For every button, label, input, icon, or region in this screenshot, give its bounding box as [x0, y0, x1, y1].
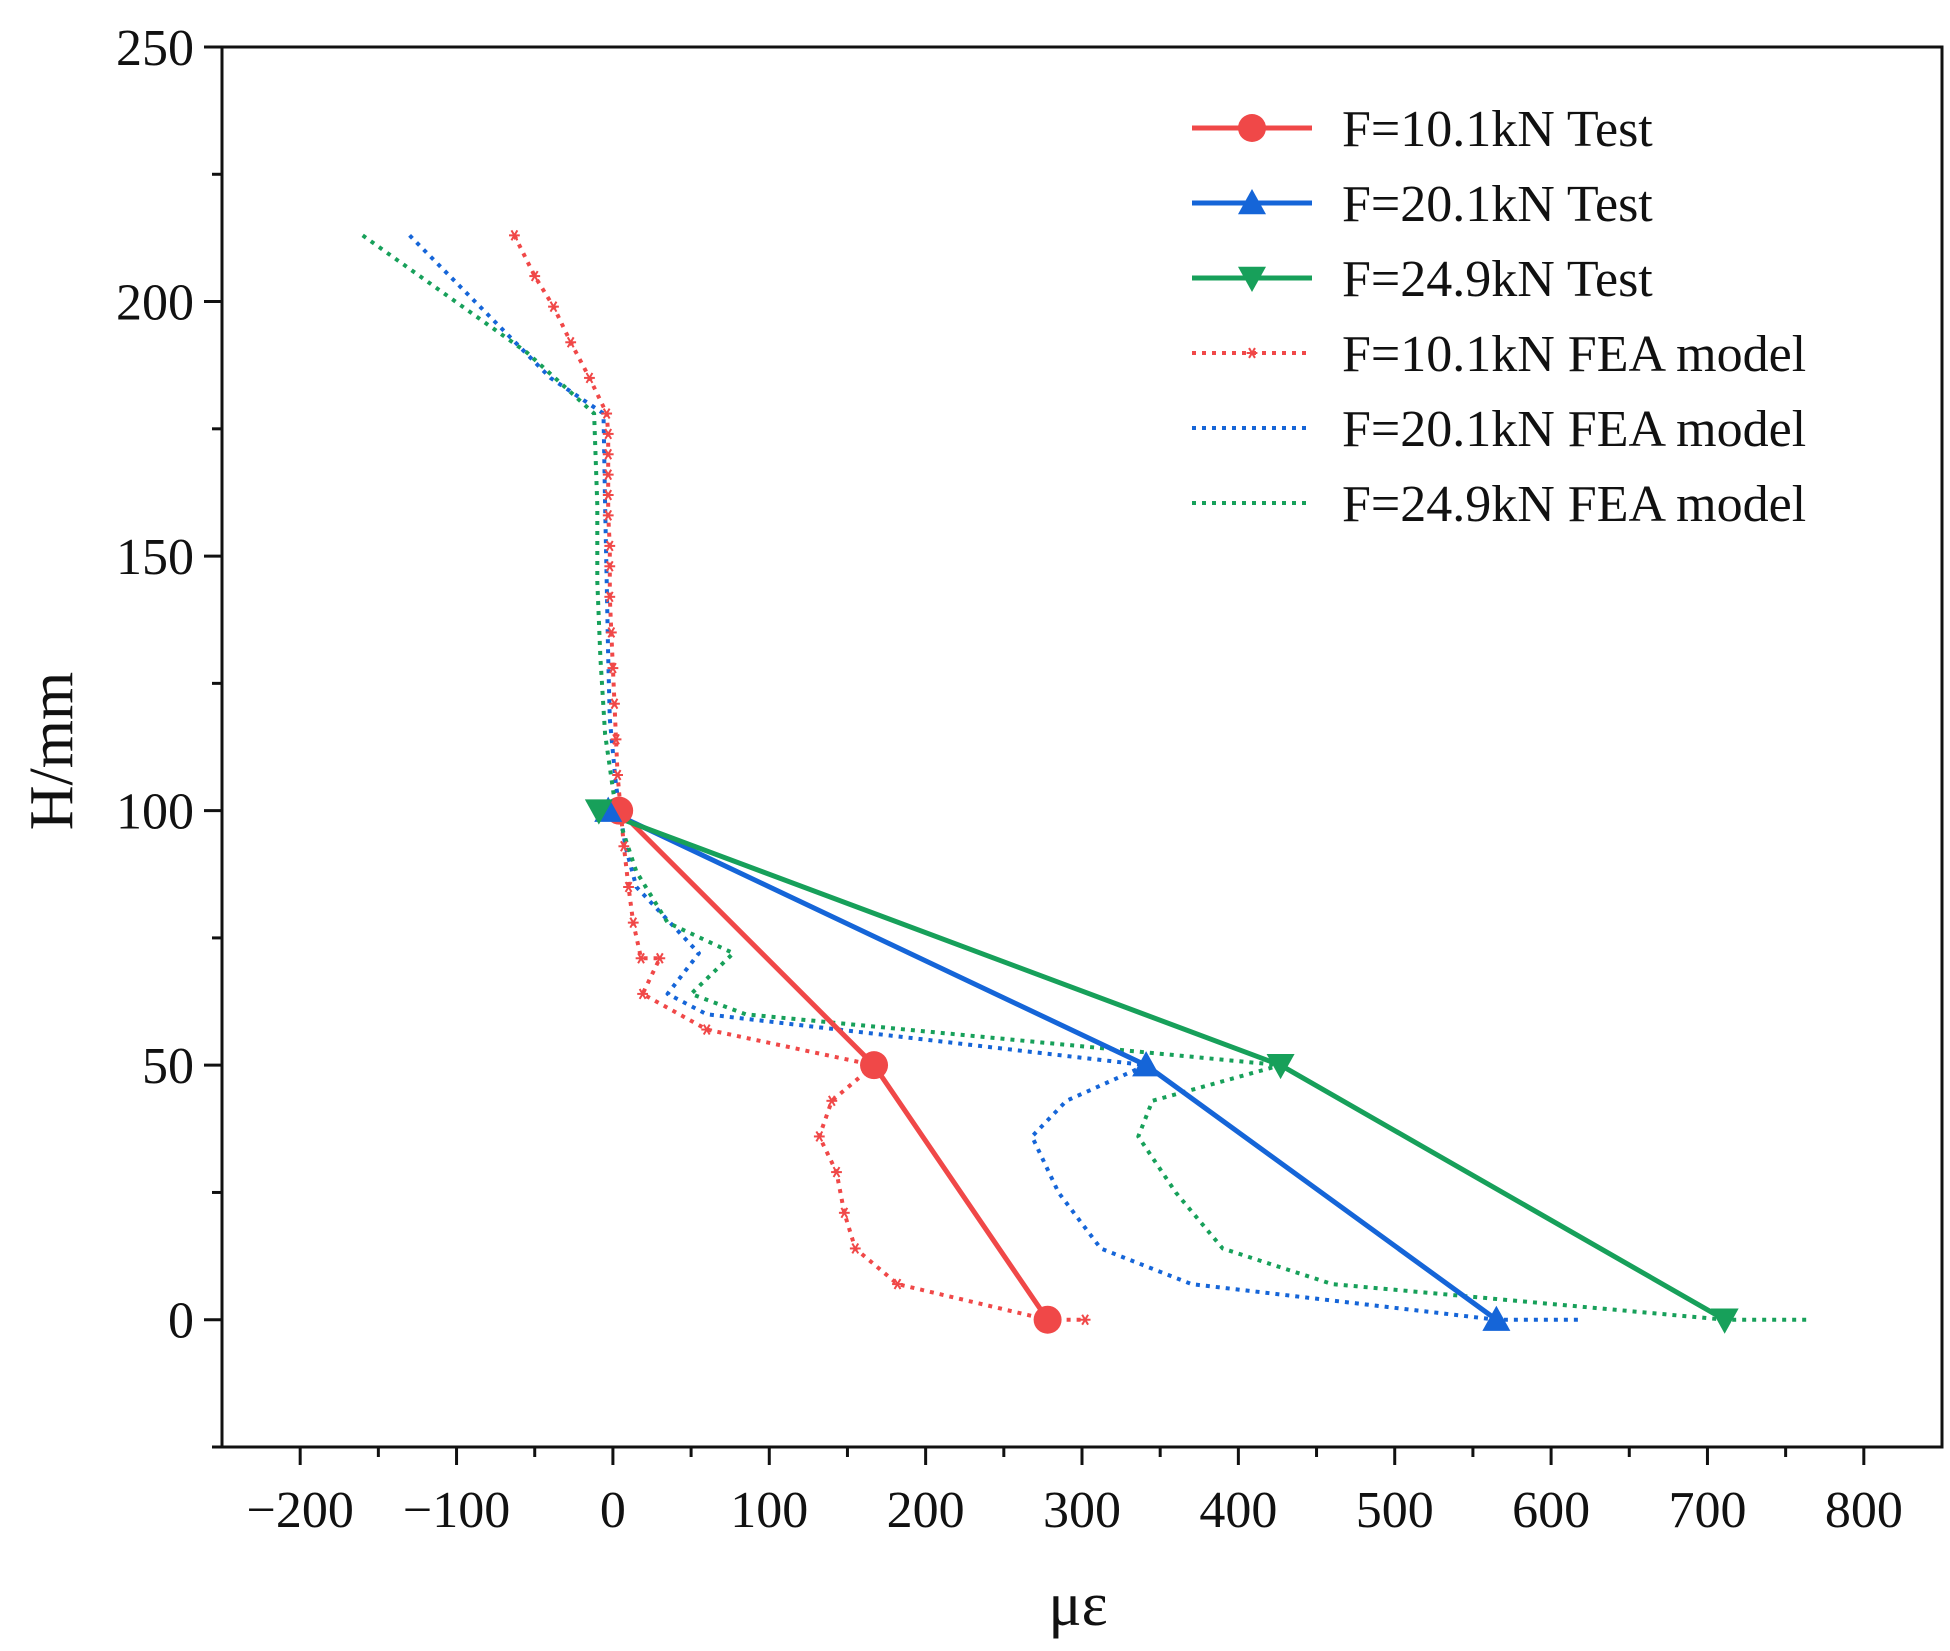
series-line-f-20-1kn-test: [607, 808, 1498, 1322]
data-point: [618, 840, 630, 852]
legend-label: F=24.9kN FEA model: [1342, 476, 1806, 533]
legend-item: F=10.1kN FEA model: [1192, 326, 1806, 383]
data-point: [1482, 1305, 1511, 1331]
data-point: [612, 769, 623, 781]
x-tick-label: 0: [600, 1482, 626, 1539]
x-tick-label: 500: [1356, 1482, 1434, 1539]
x-tick-label: −200: [247, 1482, 354, 1539]
y-tick-label: 100: [116, 784, 194, 841]
x-axis-title: με: [1048, 1571, 1107, 1639]
legend-item: F=24.9kN FEA model: [1192, 476, 1806, 533]
series-line-f-24-9kn-fea-model: [361, 233, 1810, 1322]
legend-item: F=20.1kN Test: [1192, 176, 1653, 233]
x-tick-label: 300: [1043, 1482, 1121, 1539]
series-lines: [361, 233, 1810, 1322]
series-line-f-10-1kn-fea-model: [512, 234, 1086, 1322]
legend-marker: [1238, 189, 1266, 215]
data-point: [602, 469, 614, 481]
legend-label: F=10.1kN FEA model: [1342, 326, 1806, 383]
series-line-f-20-1kn-fea-model: [408, 233, 1583, 1322]
data-point: [604, 591, 616, 603]
data-point: [602, 509, 614, 521]
data-point: [701, 1024, 713, 1036]
data-point: [584, 372, 595, 384]
x-tick-label: 700: [1668, 1482, 1746, 1539]
data-point: [607, 662, 619, 674]
y-axis-title: H/mm: [18, 672, 86, 830]
data-point: [1033, 1305, 1062, 1334]
x-tick-label: 200: [887, 1482, 965, 1539]
data-point: [838, 1207, 850, 1219]
plot-border: [220, 45, 1944, 1449]
data-point: [637, 988, 649, 1000]
data-point: [1079, 1314, 1091, 1326]
data-point: [605, 626, 617, 638]
legend-label: F=10.1kN Test: [1342, 101, 1653, 158]
y-tick-label: 150: [116, 529, 194, 586]
legend-item: F=24.9kN Test: [1192, 251, 1653, 308]
data-point: [623, 881, 634, 893]
legend-item: F=20.1kN FEA model: [1192, 401, 1806, 458]
data-point: [892, 1278, 903, 1290]
legend-marker: [1238, 266, 1266, 292]
data-point: [529, 270, 541, 282]
y-tick-label: 0: [168, 1293, 194, 1350]
legend: F=10.1kN Test F=20.1kN Test F=24.9kN Test F…: [1192, 101, 1806, 533]
series-markers: [509, 229, 1739, 1334]
data-point: [635, 952, 647, 964]
data-point: [609, 698, 620, 710]
data-point: [584, 799, 613, 825]
y-axis: 0 50 100 150 200 250: [116, 20, 222, 1449]
data-point: [604, 560, 616, 572]
data-point: [602, 428, 614, 440]
legend-item: F=10.1kN Test: [1192, 101, 1653, 158]
data-point: [849, 1242, 861, 1254]
y-tick-label: 200: [116, 275, 194, 332]
x-tick-label: 600: [1512, 1482, 1590, 1539]
data-point: [860, 1051, 889, 1080]
x-tick-label: −100: [403, 1482, 510, 1539]
plot-area: [220, 45, 1944, 1449]
x-tick-label: 100: [730, 1482, 808, 1539]
data-point: [602, 448, 614, 460]
data-point: [831, 1166, 842, 1178]
legend-marker: [1238, 114, 1266, 142]
data-point: [627, 917, 639, 929]
data-point: [1266, 1053, 1295, 1080]
series-line-f-10-1kn-test: [617, 808, 1050, 1322]
data-point: [602, 489, 614, 501]
data-point: [813, 1130, 825, 1142]
data-point: [509, 229, 520, 241]
x-tick-label: 400: [1199, 1482, 1277, 1539]
data-point: [1132, 1051, 1161, 1077]
data-point: [548, 301, 559, 313]
legend-marker: [1246, 347, 1258, 359]
legend-label: F=20.1kN FEA model: [1342, 401, 1806, 458]
data-point: [654, 952, 666, 964]
data-point: [604, 540, 616, 552]
y-tick-label: 50: [142, 1038, 194, 1095]
data-point: [1710, 1308, 1739, 1334]
data-point: [565, 336, 577, 348]
data-point: [610, 733, 622, 745]
data-point: [601, 408, 613, 420]
legend-label: F=20.1kN Test: [1342, 176, 1653, 233]
y-tick-label: 250: [116, 20, 194, 77]
data-point: [826, 1095, 838, 1107]
legend-label: F=24.9kN Test: [1342, 251, 1653, 308]
x-tick-label: 800: [1825, 1482, 1903, 1539]
x-axis: −200 −100 0 100 200 300 400 500 600 700 800: [247, 1447, 1903, 1539]
